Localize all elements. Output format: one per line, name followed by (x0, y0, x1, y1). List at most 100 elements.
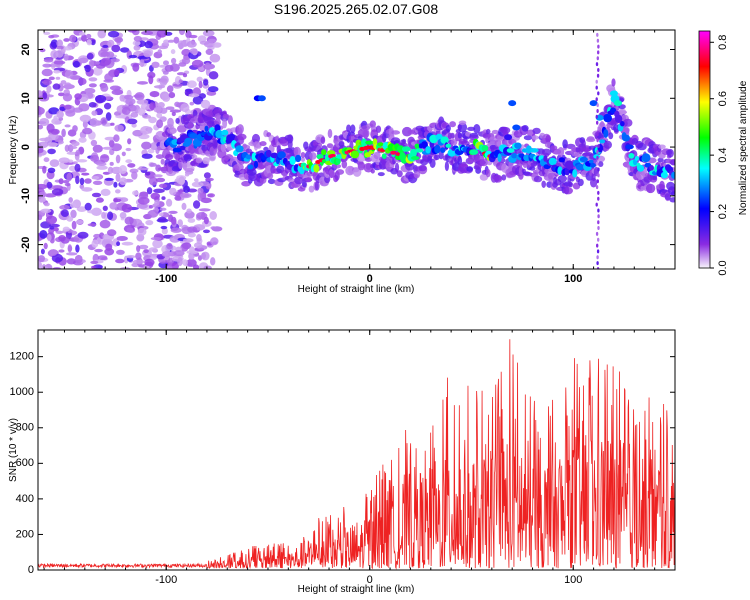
heatmap-cell (66, 258, 77, 265)
heatmap-cell (178, 62, 187, 67)
heatmap-cell (133, 35, 143, 42)
heatmap-cell (177, 219, 183, 228)
heatmap-cell (104, 102, 112, 110)
heatmap-cell (129, 168, 139, 174)
heatmap-cell (87, 223, 97, 227)
heatmap-cell (82, 120, 88, 129)
heatmap-cell (184, 137, 193, 146)
heatmap-cell (111, 44, 121, 53)
heatmap-cell (61, 128, 66, 138)
heatmap-cell (445, 143, 452, 148)
heatmap-cell (167, 39, 175, 43)
heatmap-cell (153, 188, 165, 193)
heatmap-cell (82, 127, 93, 135)
heatmap-cell (64, 82, 72, 90)
colorbar-ticks: 0.0 0.2 0.4 0.6 0.8 (710, 35, 729, 276)
heatmap-cell (46, 181, 53, 189)
heatmap-cell (670, 191, 675, 196)
heatmap-cell (608, 132, 614, 140)
heatmap-cell (196, 234, 202, 242)
heatmap-cell (623, 118, 633, 127)
heatmap-cell (667, 148, 674, 158)
heatmap-cell (60, 80, 67, 85)
heatmap-cell (577, 178, 584, 187)
heatmap-cell (46, 85, 52, 93)
heatmap-cell (413, 170, 421, 179)
heatmap-cell (47, 167, 56, 174)
heatmap-cell (157, 216, 167, 222)
heatmap-cell (314, 181, 320, 191)
heatmap-cell (201, 251, 210, 261)
heatmap-cell (150, 237, 162, 241)
heatmap-cell (132, 40, 141, 46)
heatmap-cell (95, 197, 104, 203)
heatmap-cell (649, 165, 654, 171)
heatmap-cell (115, 154, 121, 164)
heatmap-cell (104, 177, 114, 181)
heatmap-cell (199, 93, 206, 99)
heatmap-cell (558, 157, 565, 163)
spectrogram-ylabel: Frequency (Hz) (8, 116, 19, 185)
heatmap-cell (361, 138, 367, 148)
heatmap-cell (155, 177, 166, 183)
heatmap-cell (421, 141, 428, 149)
heatmap-cell (220, 142, 226, 153)
heatmap-cell (209, 211, 217, 220)
heatmap-cell (346, 124, 352, 133)
heatmap-cell (586, 137, 596, 143)
heatmap-cell (69, 34, 77, 43)
heatmap-cell (335, 169, 345, 175)
heatmap-cell (628, 153, 635, 159)
heatmap-cell (173, 36, 180, 44)
x-tick-label: 0 (367, 273, 373, 285)
heatmap-cell (506, 148, 515, 153)
x-tick-label: 100 (564, 574, 582, 586)
heatmap-cell (58, 157, 70, 164)
heatmap-cell (38, 141, 49, 148)
heatmap-cell (557, 166, 563, 176)
heatmap-cell (88, 102, 97, 108)
heatmap-cell (197, 187, 204, 194)
heatmap-cell (110, 143, 122, 152)
heatmap-cell (119, 94, 125, 102)
heatmap-cell (429, 158, 436, 168)
heatmap-cell (107, 30, 120, 38)
heatmap-cell (204, 125, 209, 132)
heatmap-cell (481, 145, 489, 152)
heatmap-cell (595, 85, 598, 90)
heatmap-cell (595, 97, 598, 102)
y-tick-label: 1000 (10, 386, 34, 398)
heatmap-cell (45, 94, 54, 98)
heatmap-cell (494, 139, 502, 148)
heatmap-cell (620, 121, 625, 127)
heatmap-cell (126, 227, 134, 233)
spectrogram-xlabel: Height of straight line (km) (298, 284, 415, 295)
heatmap-cell (391, 130, 401, 135)
y-tick-label: 0 (20, 144, 32, 150)
heatmap-cell (137, 167, 149, 171)
heatmap-cell (167, 127, 177, 135)
heatmap-cell (52, 83, 61, 90)
heatmap-cell (170, 216, 177, 225)
heatmap-cell (58, 249, 65, 253)
heatmap-cell (377, 142, 384, 147)
heatmap-cell (64, 104, 72, 110)
heatmap-cell (49, 226, 55, 230)
heatmap-cell (253, 161, 259, 169)
heatmap-cell (58, 178, 64, 185)
heatmap-cell (189, 48, 198, 54)
heatmap-cell (175, 117, 180, 124)
x-tick-label: -100 (155, 273, 177, 285)
heatmap-cell (176, 178, 185, 185)
heatmap-cell (133, 94, 143, 98)
heatmap-cell (77, 77, 87, 86)
heatmap-cell (210, 226, 217, 230)
heatmap-cell (136, 245, 141, 253)
heatmap-cell (153, 107, 162, 113)
heatmap-cell (512, 124, 521, 131)
heatmap-cell (72, 161, 78, 165)
x-tick-label: 100 (564, 273, 582, 285)
heatmap-cell (46, 123, 55, 133)
heatmap-cell (131, 218, 143, 226)
heatmap-cell (193, 242, 203, 249)
